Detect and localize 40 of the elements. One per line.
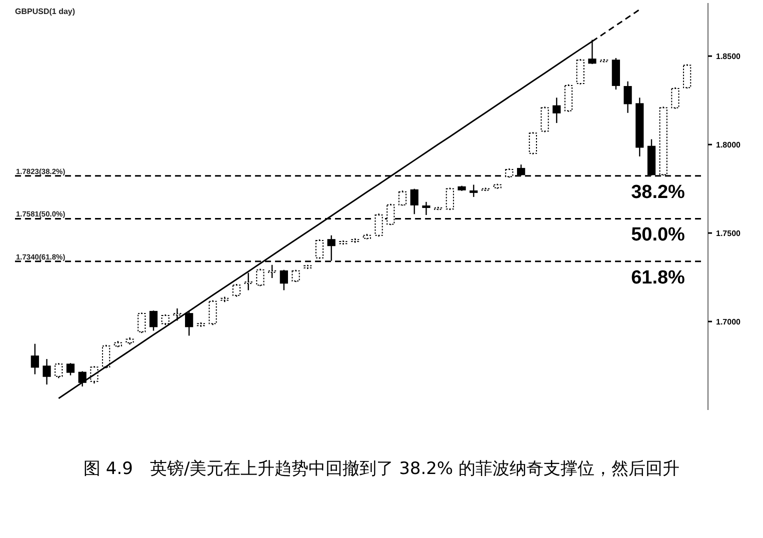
- y-tick-label: 1.7000: [716, 317, 742, 326]
- candlestick: [398, 190, 407, 206]
- candlestick: [102, 344, 110, 369]
- candlestick: [149, 310, 158, 332]
- candlestick: [161, 314, 170, 326]
- candlestick: [446, 187, 454, 211]
- candlestick: [208, 300, 217, 326]
- candlestick: [540, 106, 549, 133]
- y-tick-label: 1.8500: [716, 52, 742, 61]
- candlestick: [292, 269, 300, 283]
- candlestick: [624, 80, 632, 114]
- candlestick: [268, 264, 276, 279]
- candlestick: [410, 188, 418, 215]
- candlestick: [54, 362, 63, 379]
- y-tick-label: 1.8000: [716, 140, 742, 150]
- text: 图 4.9 英镑/美元在上升趋势中回撤到了 38.2% 的菲波纳奇支撑位，然后回升: [84, 459, 680, 479]
- candlestick: [280, 269, 288, 291]
- candlestick: [185, 310, 194, 336]
- candlestick: [256, 268, 264, 287]
- text: GBPUSD(1 day): [15, 7, 76, 16]
- candlestick: [315, 238, 324, 260]
- annotation: 38.2%: [631, 182, 686, 203]
- candlestick: [138, 312, 146, 334]
- candlestick: [576, 58, 584, 85]
- candlestick: [244, 272, 252, 291]
- candlestick: [374, 212, 383, 238]
- candlestick: [683, 64, 692, 90]
- candlestick: [30, 343, 39, 375]
- candlestick: [552, 97, 561, 124]
- candlestick: [66, 362, 75, 376]
- candlestick: [173, 308, 182, 322]
- candlestick: [671, 86, 680, 110]
- annotation: 61.8%: [631, 267, 686, 288]
- candlestick: [528, 132, 537, 155]
- candlestick: [232, 283, 241, 298]
- annotation: 50.0%: [631, 224, 686, 246]
- y-tick-label: 1.7500: [716, 228, 742, 238]
- candlestick: [470, 184, 478, 198]
- candlestick: [42, 358, 51, 386]
- candlestick: [422, 201, 430, 216]
